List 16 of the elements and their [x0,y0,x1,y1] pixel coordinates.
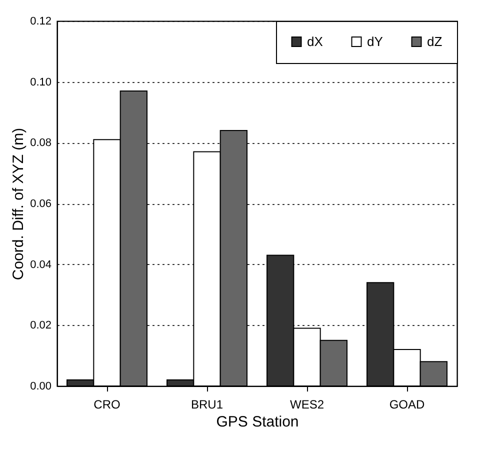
legend-label: dZ [427,34,442,49]
legend-label: dY [367,34,384,49]
y-tick-label: 0.08 [30,137,52,150]
legend-label: dX [307,34,324,49]
x-tick-label: WES2 [290,398,324,412]
y-tick-label: 0.10 [30,76,52,88]
y-tick-label: 0.04 [30,258,52,271]
x-tick-label: BRU1 [190,398,224,412]
y-tick-label: 0.00 [30,380,52,392]
x-axis-title: GPS Station [216,414,299,430]
y-tick-label: 0.02 [30,320,52,332]
y-tick-label: 0.06 [30,198,52,210]
y-tick-label: 0.12 [30,16,52,28]
y-axis-title: Coord. Diff. of XYZ (m) [10,128,28,280]
x-tick-label: CRO [94,398,120,412]
x-tick-label: GOAD [389,398,425,412]
